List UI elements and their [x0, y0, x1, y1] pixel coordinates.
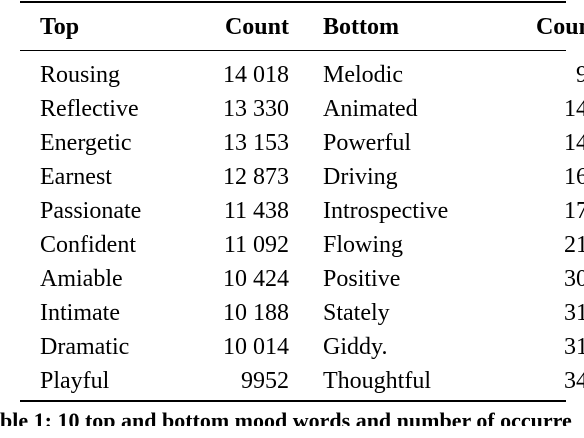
header-bottom: Bottom [323, 14, 399, 40]
cell-bottom-word: Flowing [323, 232, 404, 258]
table-row: Reflective 13 330 Animated 140 [20, 92, 584, 126]
table-row: Earnest 12 873 Driving 163 [20, 160, 584, 194]
cell-top-word: Passionate [40, 198, 142, 224]
table-row: Energetic 13 153 Powerful 148 [20, 126, 584, 160]
cell-bottom-count: 340 [564, 368, 584, 394]
cell-top-count: 13 153 [223, 130, 289, 156]
cell-top-count: 10 188 [223, 300, 289, 326]
header-bottom-count: Count [535, 14, 584, 40]
cell-bottom-count: 176 [564, 198, 584, 224]
table-row: Rousing 14 018 Melodic 95 [20, 46, 584, 92]
cell-bottom-word: Driving [323, 164, 398, 190]
cell-bottom-word: Animated [323, 96, 418, 122]
cell-top-count: 11 438 [223, 198, 289, 224]
cell-bottom-count: 163 [564, 164, 584, 190]
cell-top-count: 13 330 [223, 96, 289, 122]
table-bottom-rule [20, 400, 566, 402]
table-row: Confident 11 092 Flowing 218 [20, 228, 584, 262]
mood-words-table: Top Count Bottom Count Rousing 14 018 Melo… [20, 8, 584, 398]
cell-bottom-word: Stately [323, 300, 390, 326]
cell-top-word: Energetic [40, 130, 132, 156]
table-row: Intimate 10 188 Stately 310 [20, 296, 584, 330]
header-top-count: Count [224, 14, 289, 40]
cell-top-word: Amiable [40, 266, 123, 292]
cell-top-count: 9952 [241, 368, 289, 394]
table-row: Dramatic 10 014 Giddy. 315 [20, 330, 584, 364]
cell-bottom-word: Powerful [323, 130, 411, 156]
cell-top-count: 10 014 [223, 334, 289, 360]
cell-top-word: Intimate [40, 300, 120, 326]
table-header-row: Top Count Bottom Count [20, 8, 584, 46]
cell-top-word: Rousing [40, 62, 121, 88]
cell-top-count: 10 424 [223, 266, 289, 292]
table-row: Playful 9952 Thoughtful 340 [20, 364, 584, 398]
cell-bottom-count: 310 [564, 300, 584, 326]
cell-bottom-word: Melodic [323, 62, 403, 88]
cell-top-count: 12 873 [223, 164, 289, 190]
table-top-rule [20, 1, 566, 3]
table-caption: ble 1: 10 top and bottom mood words and … [0, 408, 572, 433]
cell-bottom-count: 148 [564, 130, 584, 156]
cell-bottom-word: Giddy. [323, 334, 388, 360]
cell-top-word: Confident [40, 232, 136, 258]
cell-bottom-word: Thoughtful [323, 368, 431, 394]
cell-bottom-word: Introspective [323, 198, 449, 224]
header-top: Top [40, 14, 80, 40]
table-header-rule [20, 50, 566, 51]
cell-top-word: Playful [40, 368, 110, 394]
cell-top-count: 11 092 [223, 232, 289, 258]
cell-top-word: Earnest [40, 164, 112, 190]
table-row: Amiable 10 424 Positive 307 [20, 262, 584, 296]
cell-bottom-count: 315 [564, 334, 584, 360]
cell-bottom-count: 218 [564, 232, 584, 258]
cell-bottom-count: 140 [564, 96, 584, 122]
table-row: Passionate 11 438 Introspective 176 [20, 194, 584, 228]
cell-top-word: Reflective [40, 96, 139, 122]
cell-bottom-count: 95 [576, 62, 584, 88]
cell-bottom-count: 307 [564, 266, 584, 292]
cell-top-word: Dramatic [40, 334, 130, 360]
cell-bottom-word: Positive [323, 266, 401, 292]
cell-top-count: 14 018 [223, 62, 289, 88]
